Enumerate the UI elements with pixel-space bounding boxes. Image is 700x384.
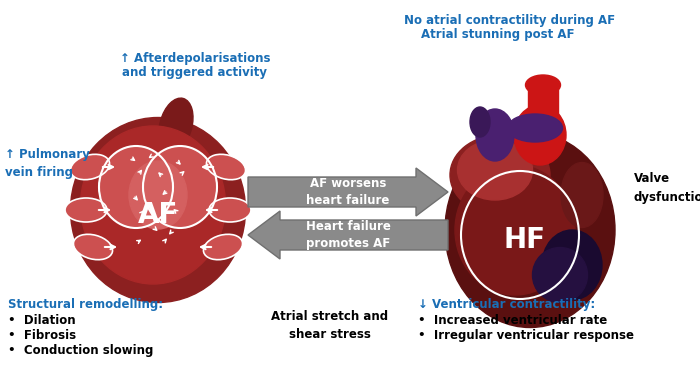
Ellipse shape [207, 155, 244, 179]
Ellipse shape [455, 165, 575, 295]
Text: ↓ Ventricular contractility:: ↓ Ventricular contractility: [418, 298, 595, 311]
Ellipse shape [470, 107, 490, 137]
Ellipse shape [561, 162, 603, 227]
Ellipse shape [159, 98, 193, 152]
Ellipse shape [533, 248, 587, 303]
Text: AF worsens
heart failure: AF worsens heart failure [307, 177, 390, 207]
Ellipse shape [210, 199, 250, 221]
Ellipse shape [66, 199, 106, 221]
Ellipse shape [71, 118, 246, 303]
Text: and triggered activity: and triggered activity [122, 66, 267, 79]
Ellipse shape [74, 235, 111, 259]
Text: ↑ Pulmonary
vein firing: ↑ Pulmonary vein firing [5, 148, 90, 179]
Ellipse shape [476, 109, 514, 161]
Ellipse shape [129, 161, 187, 229]
Text: ↑ Afterdepolarisations: ↑ Afterdepolarisations [120, 52, 270, 65]
Text: Atrial stunning post AF: Atrial stunning post AF [421, 28, 575, 41]
Bar [528, 85, 558, 140]
Ellipse shape [526, 75, 561, 95]
Ellipse shape [100, 147, 172, 227]
Text: Atrial stretch and
shear stress: Atrial stretch and shear stress [272, 310, 389, 341]
Text: HF: HF [504, 226, 546, 254]
Ellipse shape [450, 135, 550, 215]
Ellipse shape [458, 140, 533, 200]
Ellipse shape [514, 105, 566, 165]
FancyArrow shape [248, 168, 448, 216]
Text: •  Conduction slowing: • Conduction slowing [8, 344, 153, 357]
Text: Heart failure
promotes AF: Heart failure promotes AF [306, 220, 391, 250]
FancyArrow shape [248, 211, 448, 259]
Text: •  Increased ventricular rate: • Increased ventricular rate [418, 314, 608, 327]
Ellipse shape [204, 235, 241, 259]
Ellipse shape [144, 147, 216, 227]
Ellipse shape [445, 132, 615, 328]
Ellipse shape [508, 114, 563, 142]
Ellipse shape [80, 126, 225, 284]
Ellipse shape [71, 155, 108, 179]
Text: •  Fibrosis: • Fibrosis [8, 329, 76, 342]
Text: •  Irregular ventricular response: • Irregular ventricular response [418, 329, 634, 342]
Ellipse shape [542, 230, 602, 300]
Text: AF: AF [138, 201, 178, 229]
Text: Structural remodelling:: Structural remodelling: [8, 298, 163, 311]
Text: •  Dilation: • Dilation [8, 314, 76, 327]
Text: Valve
dysfunction: Valve dysfunction [634, 172, 700, 204]
Text: No atrial contractility during AF: No atrial contractility during AF [405, 14, 615, 27]
